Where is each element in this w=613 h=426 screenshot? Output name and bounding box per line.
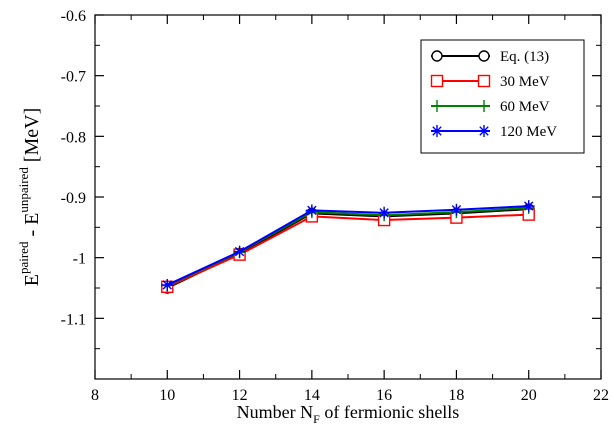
legend-entry: 120 MeV xyxy=(431,124,557,140)
data-point xyxy=(305,204,318,217)
legend-label: 30 MeV xyxy=(500,74,550,90)
x-tick-label: 10 xyxy=(159,387,175,404)
legend-marker xyxy=(431,125,443,137)
y-tick-label: -1.1 xyxy=(61,311,86,328)
y-tick-label: -0.6 xyxy=(61,8,86,25)
x-tick-label: 22 xyxy=(593,387,609,404)
legend-label: 60 MeV xyxy=(500,99,550,115)
legend-label: 120 MeV xyxy=(500,124,557,140)
legend-marker xyxy=(478,125,490,137)
x-tick-label: 18 xyxy=(448,387,464,404)
x-tick-label: 20 xyxy=(521,387,537,404)
y-tick-label: -0.9 xyxy=(61,190,86,207)
y-tick-label: -0.7 xyxy=(61,69,86,86)
legend-marker xyxy=(431,50,443,62)
series-line xyxy=(166,208,529,289)
data-point xyxy=(378,206,391,219)
data-point xyxy=(233,245,246,258)
series-layer xyxy=(161,200,535,294)
legend-marker xyxy=(430,74,444,88)
data-point xyxy=(450,203,463,216)
data-point xyxy=(161,278,174,291)
x-tick-label: 8 xyxy=(91,387,99,404)
legend-marker xyxy=(478,50,490,62)
legend-marker xyxy=(477,74,491,88)
x-axis-label: Number NF of fermionic shells xyxy=(237,402,460,426)
x-tick-label: 14 xyxy=(304,387,320,404)
series-1 xyxy=(161,208,535,293)
y-axis-ticks: -1.1 -1 -0.9 -0.8 -0.7 -0.6 xyxy=(61,8,601,350)
series-line xyxy=(166,205,529,286)
data-point xyxy=(522,200,535,213)
y-axis-label: Epaired - Eunpaired [MeV] xyxy=(16,108,43,287)
series-3 xyxy=(161,200,535,291)
legend-marker xyxy=(431,100,443,112)
series-line xyxy=(166,206,529,287)
legend-entry: 30 MeV xyxy=(430,74,550,90)
legend-label: Eq. (13) xyxy=(500,49,549,65)
x-axis-ticks: 8 10 12 14 16 18 20 22 xyxy=(91,15,609,404)
legend-entry: Eq. (13) xyxy=(431,49,549,65)
legend-entry: 60 MeV xyxy=(431,99,550,115)
y-tick-label: -1 xyxy=(73,251,86,268)
y-tick-label: -0.8 xyxy=(61,129,86,146)
legend-marker xyxy=(478,100,490,112)
x-tick-label: 12 xyxy=(232,387,248,404)
legend-box xyxy=(420,39,585,154)
x-tick-label: 16 xyxy=(376,387,392,404)
series-line xyxy=(166,213,529,288)
legend: Eq. (13) 30 MeV 60 MeV 120 MeV xyxy=(420,39,585,154)
